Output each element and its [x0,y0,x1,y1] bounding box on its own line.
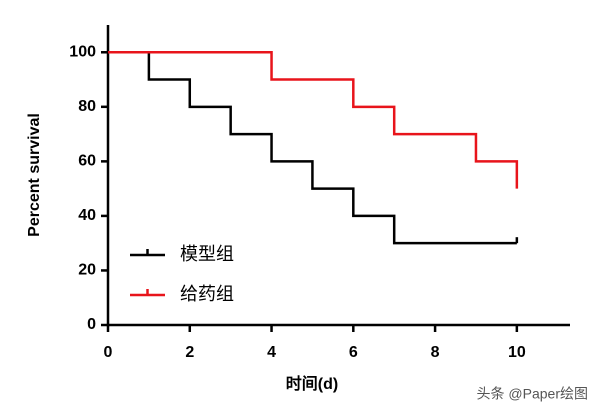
y-tick-label: 80 [78,98,96,115]
legend-label: 给药组 [180,284,234,304]
x-tick-label: 0 [104,344,113,361]
watermark: 头条 @Paper绘图 [477,386,588,402]
x-tick-label: 10 [508,344,526,361]
y-tick-label: 100 [69,43,96,60]
y-tick-label: 20 [78,262,96,279]
y-tick-label: 40 [78,207,96,224]
x-axis-label: 时间(d) [286,374,338,393]
legend-label: 模型组 [180,244,234,264]
y-axis-label: Percent survival [26,113,43,237]
x-tick-label: 2 [185,344,194,361]
survival-line [108,51,517,245]
x-tick-label: 6 [349,344,358,361]
x-tick-label: 8 [431,344,440,361]
y-tick-label: 60 [78,153,96,170]
y-tick-label: 0 [87,316,96,333]
survival-line [108,51,519,189]
x-tick-label: 4 [267,344,276,361]
